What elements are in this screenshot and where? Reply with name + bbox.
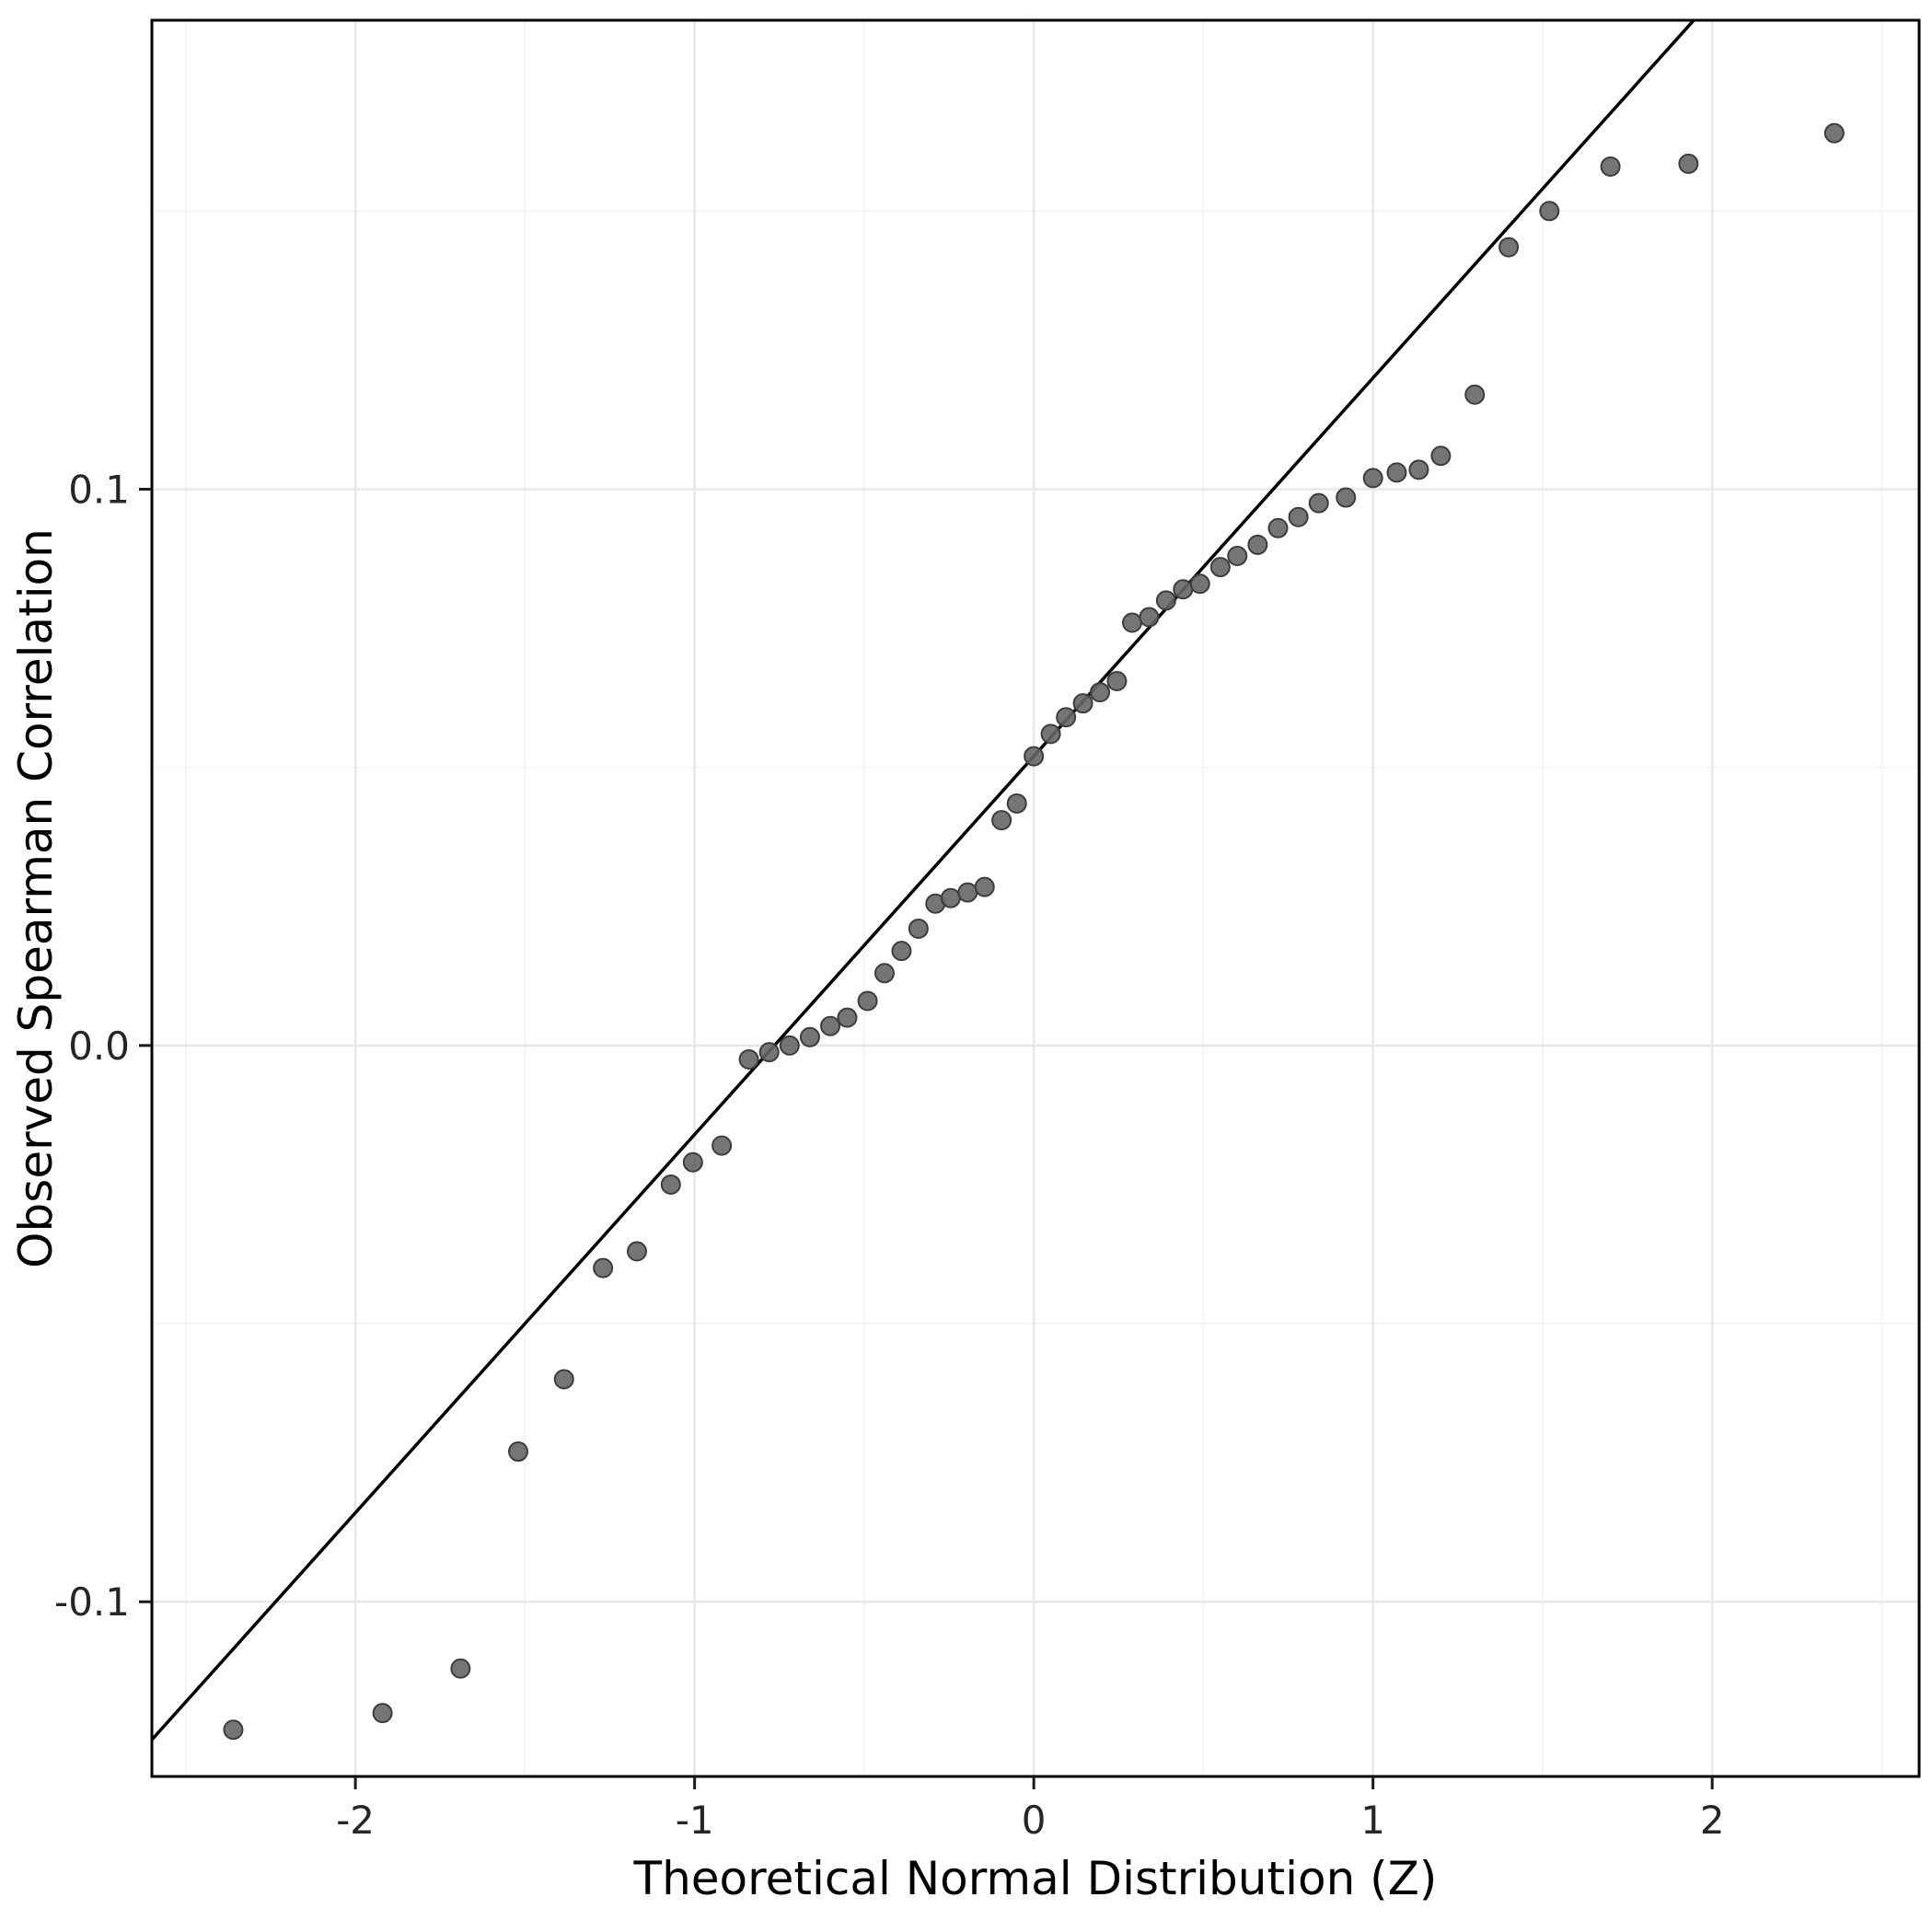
data-point — [1072, 693, 1093, 714]
data-point — [837, 1007, 858, 1028]
data-point — [991, 810, 1012, 831]
y-tick-label: -0.1 — [54, 1579, 130, 1625]
data-point — [908, 918, 929, 939]
data-point — [1408, 459, 1429, 480]
data-point — [1227, 546, 1248, 567]
data-point — [450, 1658, 471, 1679]
data-point — [1173, 579, 1194, 600]
data-point — [1122, 612, 1143, 633]
x-tick-labels: -2 -1 0 1 2 — [336, 1798, 1724, 1843]
x-tick-label: 0 — [1022, 1798, 1047, 1843]
data-point — [1823, 122, 1845, 144]
x-tick-label: -2 — [336, 1798, 375, 1843]
data-point — [974, 876, 995, 897]
data-point — [1040, 723, 1061, 745]
data-point — [1189, 573, 1210, 595]
data-point — [1209, 557, 1231, 578]
data-point — [874, 963, 896, 984]
data-point — [1247, 534, 1268, 555]
data-point — [223, 1719, 244, 1741]
data-point — [1267, 517, 1289, 538]
data-point — [1106, 670, 1128, 691]
data-point — [1498, 237, 1520, 258]
y-tick-label: 0.0 — [68, 1024, 130, 1069]
data-point — [1362, 468, 1383, 489]
data-point — [1464, 384, 1486, 405]
data-point — [660, 1174, 681, 1195]
y-tick-labels: -0.1 0.0 0.1 — [54, 467, 130, 1625]
data-point — [738, 1048, 759, 1070]
data-point — [508, 1441, 529, 1463]
data-point — [553, 1369, 574, 1390]
data-point — [957, 882, 978, 903]
scatter-points — [223, 122, 1845, 1741]
data-point — [1155, 590, 1176, 611]
data-point — [1024, 746, 1045, 767]
data-point — [1430, 445, 1452, 467]
data-point — [626, 1241, 647, 1262]
data-point — [891, 941, 912, 962]
data-point — [711, 1135, 733, 1156]
data-point — [1139, 607, 1160, 628]
data-point — [820, 1015, 841, 1036]
data-point — [857, 990, 878, 1012]
y-tick-label: 0.1 — [68, 467, 130, 512]
x-tick-label: -1 — [676, 1798, 714, 1843]
data-point — [779, 1035, 800, 1056]
data-point — [1336, 487, 1357, 508]
x-tick-label: 2 — [1700, 1798, 1725, 1843]
grid-major — [152, 20, 1919, 1776]
data-point — [1056, 707, 1077, 728]
grid-minor — [152, 20, 1919, 1776]
data-point — [1600, 156, 1621, 177]
data-point — [593, 1257, 614, 1278]
data-point — [1539, 201, 1560, 222]
data-point — [1386, 462, 1407, 483]
data-point — [1006, 792, 1027, 814]
data-point — [799, 1026, 820, 1047]
panel-border — [150, 18, 1921, 1778]
data-point — [682, 1151, 703, 1173]
panel-background — [152, 20, 1919, 1776]
axis-ticks — [139, 487, 1714, 1789]
data-point — [1308, 492, 1329, 514]
data-point — [1090, 682, 1111, 703]
data-point — [758, 1042, 780, 1063]
data-point — [940, 887, 961, 908]
data-point — [372, 1703, 393, 1724]
x-axis-title: Theoretical Normal Distribution (Z) — [633, 1852, 1438, 1905]
x-tick-label: 1 — [1360, 1798, 1385, 1843]
data-point — [1288, 506, 1309, 527]
data-point — [1678, 153, 1699, 174]
y-axis-title: Observed Spearman Correlation — [9, 528, 63, 1268]
